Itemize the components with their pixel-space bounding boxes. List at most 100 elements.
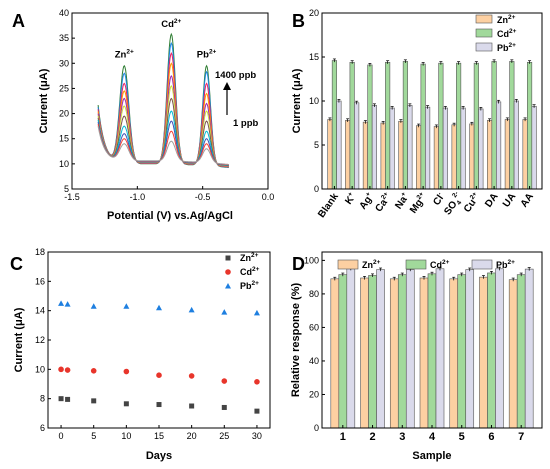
panel-c-legend-label-cd-charge: 2+: [252, 266, 260, 273]
panel-b-bar-cd-5: [402, 61, 408, 190]
panel-d-legend-swatch-cd: [405, 259, 427, 270]
panel-c-point-cd-8: [254, 379, 260, 385]
panel-d-xtick-label: 3: [399, 431, 405, 443]
panel-b-bar-pb-7: [442, 107, 448, 190]
panel-c-point-pb-1: [58, 300, 65, 306]
panel-c-xlabel: Days: [146, 450, 172, 462]
panel-c-ytick-label: 18: [35, 247, 45, 257]
panel-a-peak-cd-label: Cd2+: [161, 18, 181, 30]
panel-b-legend-label-cd-charge: 2+: [509, 28, 517, 35]
panel-d-bar-cd-7: [516, 274, 526, 429]
panel-b-bar-zn-8: [451, 124, 457, 190]
panel-b-bar-zn-3: [362, 121, 368, 190]
panel-b-bar-pb-10: [496, 101, 502, 190]
panel-d-bar-pb-2: [376, 269, 385, 429]
panel-c-letter: C: [10, 254, 23, 274]
panel-d-legend-label-pb-charge: 2+: [508, 259, 516, 266]
panel-c-legend-marker-cd: [225, 269, 231, 275]
panel-b-category-label: Blank: [316, 191, 341, 220]
panel-a-letter: A: [12, 11, 25, 31]
panel-b-category-label: AA: [519, 191, 536, 209]
panel-d-ytick-label: 40: [309, 356, 319, 366]
panel-b-bar-cd-9: [473, 62, 479, 190]
panel-d-bar-cd-6: [487, 272, 496, 429]
panel-c-point-zn-8: [254, 408, 260, 414]
panel-b-bar-zn-12: [522, 119, 528, 190]
panel-d-legend-label-cd: Cd2+: [430, 259, 450, 270]
panel-c-point-zn-4: [123, 401, 129, 407]
panel-a-peak-pb-label-charge: 2+: [209, 48, 217, 55]
panel-d-bar-zn-5: [449, 278, 459, 429]
panel-b-ylabel: Current (μA): [291, 68, 303, 133]
panel-d-letter: D: [292, 254, 305, 274]
panel-b-category-sup: 2+: [380, 191, 390, 201]
panel-c-xtick-label: 15: [154, 431, 164, 441]
panel-d-ytick-label: 100: [304, 255, 319, 265]
panel-d-bar-cd-2: [368, 275, 377, 429]
panel-b-category-sup: 2+: [469, 191, 479, 201]
panel-c-ytick-label: 14: [35, 306, 45, 316]
panel-d-bar-pb-4: [435, 268, 445, 429]
panel-d-bar-cd-4: [427, 273, 437, 429]
panel-c-point-cd-1: [58, 366, 64, 373]
panel-c-legend-marker-zn: [225, 255, 231, 261]
panel-b-legend-label-zn-charge: 2+: [508, 14, 516, 21]
panel-c-ytick-label: 8: [40, 394, 45, 404]
panel-c-point-zn-1: [58, 396, 64, 402]
panel-c-point-cd-4: [123, 368, 130, 375]
panel-a-ytick-label: 40: [59, 8, 69, 18]
panel-b-category-base: UA: [501, 191, 518, 209]
panel-d-ytick-label: 80: [309, 289, 319, 299]
panel-c-ytick-label: 16: [35, 276, 45, 286]
panel-b-bar-zn-6: [416, 125, 422, 190]
panel-b-ytick-label: 15: [309, 52, 319, 62]
panel-d-legend-label-pb: Pb2+: [496, 259, 515, 270]
panel-d-bar-pb-7: [524, 268, 534, 429]
panel-a-xtick-label: 0.0: [262, 192, 275, 202]
panel-d-legend-label-cd-charge: 2+: [442, 259, 450, 266]
panel-a-frame: [71, 12, 269, 190]
panel-d-xtick-label: 4: [429, 431, 436, 443]
panel-b-legend-swatch-pb: [475, 42, 493, 52]
panel-a-annotation-low: 1 ppb: [233, 118, 259, 129]
panel-c-xtick-label: 30: [252, 431, 262, 441]
panel-b-bar-cd-10: [491, 61, 497, 190]
panel-d-legend-label-pb-base: Pb: [496, 260, 508, 270]
panel-a-curve-11: [97, 126, 229, 165]
panel-a-xtick-label: -0.5: [195, 192, 211, 202]
panel-d-ytick-label: 20: [309, 389, 319, 399]
panel-c-point-zn-2: [65, 396, 71, 402]
panel-c-xtick-label: 10: [121, 431, 131, 441]
panel-d-bar-zn-6: [479, 276, 488, 429]
panel-d-xtick-label: 7: [518, 431, 524, 443]
panel-b-category-sup: +: [364, 191, 372, 198]
panel-a-ytick-label: 5: [64, 184, 69, 194]
panel-c-point-cd-7: [221, 378, 228, 384]
panel-d-bar-cd-1: [338, 274, 348, 429]
panel-b-legend-label-cd-base: Cd: [497, 29, 509, 39]
panel-c-point-pb-5: [156, 304, 162, 311]
panel-a-arrow-head: [223, 82, 231, 90]
panel-d-xlabel: Sample: [412, 450, 451, 462]
panel-d-bar-cd-5: [457, 274, 467, 429]
panel-a-peak-pb-label: Pb2+: [197, 48, 217, 60]
panel-b-bar-pb-6: [425, 106, 431, 190]
panel-c-xtick-label: 5: [91, 431, 96, 441]
panel-b-bar-zn-11: [504, 119, 510, 190]
panel-b-bar-pb-5: [407, 105, 413, 190]
panel-c-legend-label-zn-base: Zn: [240, 253, 251, 263]
panel-b-bar-zn-5: [398, 120, 404, 190]
panel-a-peak-pb-label-base: Pb: [197, 49, 209, 60]
panel-b-legend-label-pb: Pb2+: [497, 42, 516, 53]
panel-d-bar-zn-2: [360, 277, 369, 429]
panel-a-curves: [97, 32, 229, 168]
panel-b-bar-pb-12: [531, 105, 537, 190]
panel-b-letter: B: [292, 11, 305, 31]
panel-c-point-pb-8: [253, 309, 260, 316]
panel-c-point-zn-7: [221, 404, 227, 410]
panel-c-point-cd-2: [64, 367, 71, 373]
panel-b-bar-pb-4: [389, 107, 395, 190]
panel-b-category-base: Ca: [373, 197, 390, 214]
panel-d-bar-pb-5: [465, 269, 475, 429]
